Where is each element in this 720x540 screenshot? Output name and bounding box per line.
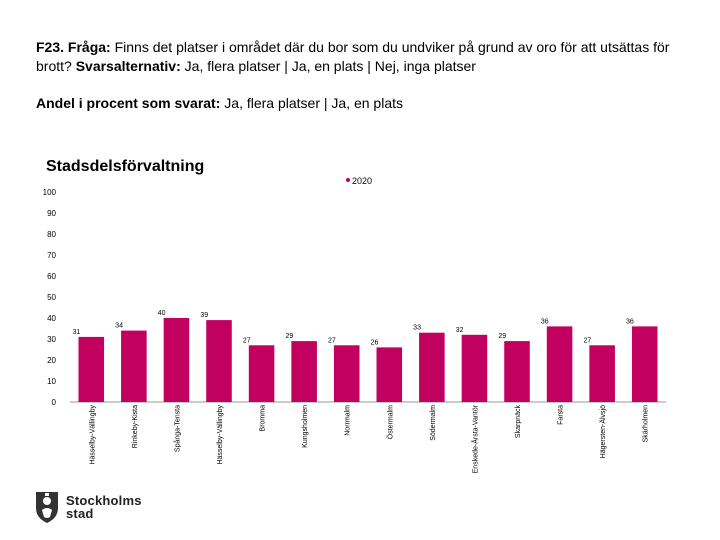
x-tick-label: Hägersten-Älvsjö [599,405,607,458]
x-tick-label: Bromma [260,405,267,432]
bar [504,341,530,402]
bar [121,330,147,402]
x-tick-label: Norrmalm [345,405,352,436]
x-tick-label: Skärholmen [643,405,650,442]
bar-value-label: 32 [456,327,464,334]
x-tick-label: Södermalm [430,405,437,441]
logo-text: Stockholms stad [66,494,142,520]
bar-value-label: 29 [285,333,293,340]
y-tick-label: 100 [43,188,57,197]
bar [546,326,573,402]
x-tick-label: Spånga-Tensta [173,405,181,452]
legend-marker [346,178,350,182]
city-crest-icon [36,492,58,523]
bar-value-label: 39 [200,312,208,319]
chart-title: Stadsdelsförvaltning [46,158,205,175]
question-header: F23. Fråga: Finns det platser i området … [36,38,696,76]
bar-value-label: 27 [243,337,251,344]
bar-value-label: 33 [413,325,421,332]
bar [163,318,190,402]
x-tick-label: Kungsholmen [302,405,309,448]
bar [78,336,105,402]
bar [248,345,275,402]
bar [461,334,488,402]
x-tick-label: Hässelby-Vällingby [217,405,224,465]
legend-label: 2020 [352,176,372,186]
y-tick-label: 80 [47,230,56,239]
question-text: Finns det platser i området där du bor s… [36,39,670,74]
bar-value-label: 31 [73,329,81,336]
bar-value-label: 27 [583,337,591,344]
y-tick-label: 60 [47,272,56,281]
answers-label: Svarsalternativ: [75,58,181,74]
subtitle: Andel i procent som svarat: Ja, flera pl… [36,94,403,113]
y-tick-label: 10 [47,377,56,386]
x-tick-label: Farsta [558,405,565,425]
bar [419,332,445,402]
y-tick-label: 90 [47,209,56,218]
bar [206,320,232,402]
bar-value-label: 36 [541,318,549,325]
x-tick-label: Östermalm [386,405,394,439]
subtitle-text: Ja, flera platser | Ja, en plats [224,95,404,111]
logo-line2: stad [66,506,94,521]
bar-value-label: 34 [115,323,123,330]
y-tick-label: 30 [47,335,56,344]
bar-value-label: 40 [158,310,166,317]
bar [376,347,403,402]
bar-value-label: 29 [498,333,506,340]
x-tick-label: Rinkeby-Kista [132,405,139,448]
y-tick-label: 20 [47,356,56,365]
bar [589,345,615,402]
y-tick-label: 50 [47,293,56,302]
answers-text: Ja, flera platser | Ja, en plats | Nej, … [184,58,476,74]
bar [333,345,360,402]
logo-line1: Stockholms [66,493,142,508]
bar [291,341,317,402]
x-tick-label: Enskede-Årsta-Vantör [470,404,479,473]
x-tick-label: Hässelby-Vällingby [89,405,96,465]
bar-chart: 2020 0 10 20 30 40 50 60 70 80 90 100 31 Hässelby-Väl… [43,176,666,473]
x-tick-label: Skarpnäck [515,405,522,439]
question-label: F23. Fråga: [36,39,111,55]
bar-value-label: 36 [626,318,634,325]
bar-value-label: 27 [328,337,336,344]
stockholm-logo: Stockholms stad [34,490,142,524]
bar-value-label: 26 [371,339,379,346]
y-tick-label: 70 [47,251,56,260]
subtitle-label: Andel i procent som svarat: [36,95,221,111]
y-tick-label: 0 [52,398,57,407]
y-tick-label: 40 [47,314,56,323]
bar [631,326,658,402]
